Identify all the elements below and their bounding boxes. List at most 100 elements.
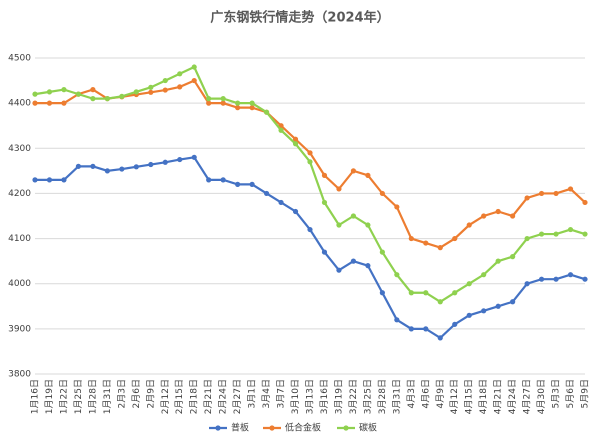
data-point [148, 161, 154, 168]
data-point [524, 195, 530, 201]
data-point [379, 190, 385, 197]
y-tick-label: 3800 [8, 370, 31, 380]
x-tick-label: 2月21日 [203, 379, 214, 414]
x-tick-label: 3月1日 [247, 379, 258, 408]
x-tick-label: 3月19日 [333, 379, 344, 414]
data-point [249, 105, 255, 111]
x-tick-label: 3月16日 [319, 379, 330, 414]
data-point [553, 190, 559, 197]
data-point [336, 267, 342, 273]
data-point [133, 164, 139, 170]
data-point [278, 127, 284, 133]
data-point [538, 231, 545, 237]
x-tick-label: 3月13日 [305, 379, 316, 414]
x-tick-label: 2月15日 [174, 379, 185, 414]
data-point [466, 281, 472, 287]
x-tick-label: 4月18日 [478, 379, 489, 414]
data-point [61, 87, 67, 93]
data-point [292, 208, 299, 215]
data-point [90, 163, 96, 169]
data-point [481, 308, 487, 314]
data-point [90, 96, 96, 102]
data-point [321, 172, 328, 178]
data-point [510, 299, 516, 305]
x-tick-label: 3月31日 [391, 379, 402, 414]
x-tick-label: 1月19日 [44, 379, 55, 414]
data-point [292, 136, 299, 142]
x-tick-label: 3月22日 [348, 379, 359, 414]
data-point [481, 272, 487, 278]
data-point [32, 177, 38, 183]
data-point [408, 235, 414, 242]
data-point [292, 141, 299, 147]
x-tick-label: 2月18日 [189, 379, 200, 414]
data-point [408, 326, 414, 332]
data-point [235, 181, 241, 187]
data-point [75, 91, 82, 97]
data-point [75, 163, 82, 169]
data-point [394, 204, 400, 210]
x-tick-label: 1月25日 [73, 379, 84, 414]
data-point [162, 77, 168, 84]
data-point [538, 190, 545, 197]
data-point [553, 231, 559, 237]
data-point [437, 245, 443, 251]
data-point [104, 168, 110, 174]
x-tick-label: 4月6日 [420, 379, 431, 408]
data-point [104, 96, 110, 102]
y-tick-label: 4300 [8, 144, 31, 154]
data-point [379, 249, 385, 255]
legend-label: 碳板 [359, 422, 377, 434]
data-point [524, 235, 530, 242]
y-tick-label: 4500 [8, 54, 31, 64]
data-point [495, 258, 501, 264]
x-tick-label: 2月12日 [160, 379, 171, 414]
x-tick-label: 2月27日 [232, 379, 243, 414]
y-tick-label: 4100 [8, 234, 31, 244]
data-point [191, 64, 197, 70]
data-point [61, 177, 67, 183]
data-point [263, 109, 270, 115]
data-point [567, 272, 574, 278]
data-point [336, 222, 342, 228]
data-point [452, 235, 458, 242]
x-tick-label: 2月3日 [116, 379, 127, 408]
data-point [206, 177, 212, 183]
x-tick-label: 1月16日 [30, 379, 41, 414]
data-point [336, 186, 342, 192]
legend-marker [215, 425, 221, 431]
x-tick-label: 4月21日 [493, 379, 504, 414]
data-point [133, 89, 139, 95]
data-point [567, 186, 574, 192]
data-point [206, 96, 212, 102]
data-point [46, 177, 53, 183]
x-tick-label: 3月4日 [261, 379, 272, 408]
data-point [408, 290, 414, 296]
data-point [148, 89, 154, 95]
x-tick-label: 5月3日 [551, 379, 562, 408]
data-point [466, 222, 472, 228]
x-tick-label: 4月12日 [449, 379, 460, 414]
data-point [307, 150, 313, 156]
data-point [177, 71, 183, 77]
data-point [350, 213, 357, 219]
x-tick-label: 1月31日 [102, 379, 113, 414]
data-point [510, 213, 516, 219]
x-tick-label: 1月22日 [58, 379, 69, 414]
x-tick-label: 4月3日 [406, 379, 417, 408]
data-point [495, 303, 501, 309]
data-point [162, 87, 168, 93]
data-point [394, 317, 400, 323]
data-point [582, 231, 588, 237]
legend-marker [269, 425, 275, 431]
data-point [350, 168, 357, 174]
data-point [379, 290, 385, 296]
x-tick-label: 3月7日 [276, 379, 287, 408]
data-point [249, 181, 255, 187]
data-point [177, 84, 183, 90]
data-point [61, 100, 67, 106]
data-point [365, 172, 371, 178]
x-tick-label: 5月6日 [565, 379, 576, 408]
x-tick-label: 4月27日 [522, 379, 533, 414]
data-point [452, 321, 458, 327]
